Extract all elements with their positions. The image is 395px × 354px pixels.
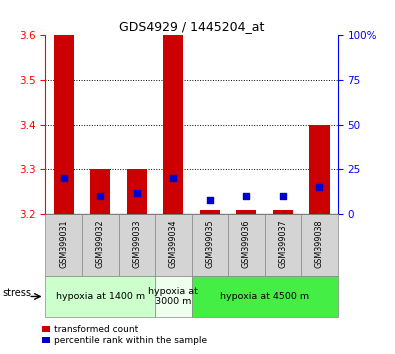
Point xyxy=(97,193,103,199)
Text: GSM399035: GSM399035 xyxy=(205,219,214,268)
Bar xyxy=(155,276,192,317)
Bar xyxy=(192,214,228,276)
Bar xyxy=(127,170,147,214)
Text: GSM399037: GSM399037 xyxy=(278,219,288,268)
Text: hypoxia at
3000 m: hypoxia at 3000 m xyxy=(149,287,198,306)
Bar xyxy=(236,210,256,214)
Bar xyxy=(301,214,338,276)
Text: GSM399038: GSM399038 xyxy=(315,219,324,268)
Bar xyxy=(45,214,82,276)
Bar xyxy=(265,214,301,276)
Point xyxy=(134,190,140,195)
Bar xyxy=(309,125,329,214)
Point xyxy=(207,197,213,203)
Bar xyxy=(228,214,265,276)
Bar xyxy=(163,35,183,214)
Title: GDS4929 / 1445204_at: GDS4929 / 1445204_at xyxy=(119,20,264,33)
Bar xyxy=(155,214,192,276)
Text: hypoxia at 4500 m: hypoxia at 4500 m xyxy=(220,292,309,301)
Point xyxy=(60,176,67,181)
Text: GSM399032: GSM399032 xyxy=(96,219,105,268)
Text: GSM399034: GSM399034 xyxy=(169,219,178,268)
Point xyxy=(280,193,286,199)
Bar xyxy=(82,214,118,276)
Point xyxy=(243,193,250,199)
Text: GSM399031: GSM399031 xyxy=(59,219,68,268)
Bar xyxy=(45,276,155,317)
Point xyxy=(316,184,323,190)
Text: hypoxia at 1400 m: hypoxia at 1400 m xyxy=(56,292,145,301)
Legend: transformed count, percentile rank within the sample: transformed count, percentile rank withi… xyxy=(42,325,207,345)
Bar xyxy=(118,214,155,276)
Bar xyxy=(192,276,338,317)
Bar xyxy=(90,170,110,214)
Text: GSM399033: GSM399033 xyxy=(132,219,141,268)
Bar xyxy=(54,35,74,214)
Bar xyxy=(200,210,220,214)
Point xyxy=(170,176,177,181)
Text: stress: stress xyxy=(2,288,31,298)
Bar xyxy=(273,210,293,214)
Text: GSM399036: GSM399036 xyxy=(242,219,251,268)
